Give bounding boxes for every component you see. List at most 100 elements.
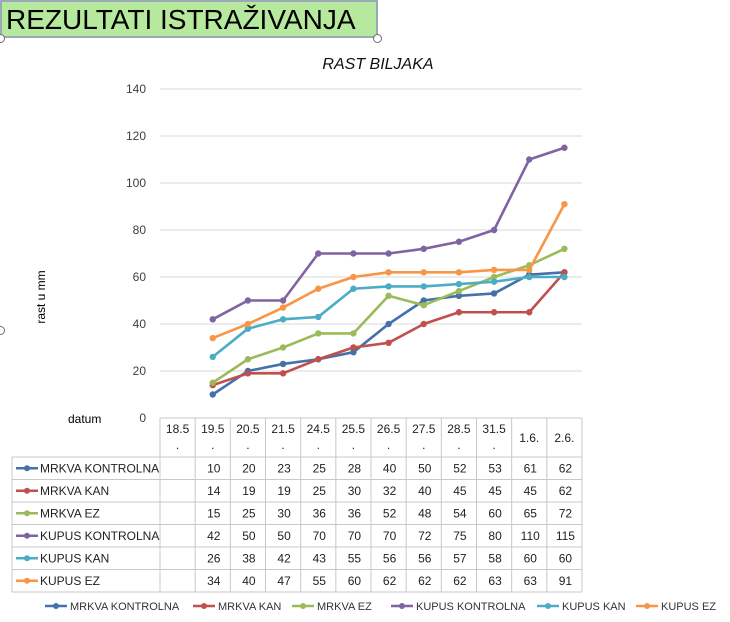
title-banner[interactable]: REZULTATI ISTRAŽIVANJA — [0, 0, 378, 38]
data-label: 42 — [207, 529, 221, 543]
data-point — [350, 349, 357, 356]
data-label: 28 — [348, 461, 362, 475]
data-point — [244, 320, 252, 328]
data-label: 40 — [418, 484, 432, 498]
data-point — [385, 320, 392, 328]
data-label: 110 — [521, 529, 540, 543]
data-point — [315, 285, 322, 292]
legend-key-marker — [545, 603, 551, 609]
data-point — [455, 238, 463, 245]
data-label: 25 — [313, 461, 327, 475]
data-point — [420, 320, 427, 328]
data-point — [315, 313, 322, 321]
data-label: 52 — [383, 506, 397, 520]
data-point — [279, 316, 287, 323]
data-point — [455, 269, 463, 276]
y-tick-label: 20 — [133, 364, 147, 378]
x-tick-label: 19.5 — [201, 422, 225, 436]
data-point — [209, 391, 216, 398]
data-point — [455, 309, 463, 316]
table-row-key-marker — [24, 487, 30, 494]
data-point — [244, 325, 252, 332]
data-label: 53 — [488, 461, 502, 475]
data-point — [350, 273, 357, 281]
data-label: 65 — [524, 506, 538, 520]
data-label: 26 — [207, 551, 221, 565]
data-label: 32 — [383, 484, 397, 498]
data-label: 19 — [277, 484, 291, 498]
data-point — [490, 266, 498, 274]
data-point — [315, 330, 322, 337]
data-label: 14 — [207, 484, 221, 498]
x-tick-label: . — [352, 438, 355, 452]
data-label: 56 — [383, 551, 397, 565]
x-tick-label: 24.5 — [307, 422, 331, 436]
data-point — [385, 283, 392, 290]
resize-handle-side[interactable] — [0, 326, 5, 335]
data-label: 58 — [488, 551, 502, 565]
x-tick-label: . — [422, 438, 425, 452]
table-row-label: KUPUS KONTROLNA — [40, 529, 159, 543]
data-point — [209, 316, 216, 323]
data-point — [350, 250, 357, 257]
data-point — [455, 280, 463, 288]
data-label: 43 — [313, 551, 327, 565]
data-point — [279, 360, 287, 368]
data-label: 75 — [453, 529, 467, 543]
x-tick-label: . — [281, 438, 284, 452]
series-line — [212, 271, 565, 396]
data-point — [279, 304, 287, 311]
data-label: 63 — [488, 574, 502, 588]
data-point — [385, 339, 392, 346]
table-row-key-marker — [24, 555, 30, 562]
x-tick-label: 21.5 — [271, 422, 295, 436]
data-label: 56 — [418, 551, 432, 565]
data-point — [561, 273, 568, 281]
data-label: 50 — [418, 461, 432, 475]
x-axis-label: datum — [68, 412, 101, 426]
legend-label: KUPUS KONTROLNA — [416, 601, 526, 613]
data-label: 62 — [418, 574, 432, 588]
data-point — [350, 285, 357, 292]
data-label: 60 — [559, 551, 573, 565]
y-tick-label: 120 — [126, 129, 146, 143]
data-label: 15 — [207, 506, 221, 520]
legend-label: MRKVA KAN — [218, 601, 281, 613]
data-label: 40 — [242, 574, 256, 588]
data-label: 55 — [313, 574, 327, 588]
resize-handle-left[interactable] — [0, 34, 5, 43]
data-label: 40 — [383, 461, 397, 475]
table-row-label: KUPUS EZ — [40, 574, 100, 588]
data-point — [420, 269, 427, 276]
data-label: 52 — [453, 461, 467, 475]
data-label: 42 — [277, 551, 291, 565]
data-label: 10 — [207, 461, 221, 475]
data-label: 62 — [383, 574, 397, 588]
x-tick-label: 28.5 — [447, 422, 471, 436]
data-point — [490, 290, 498, 297]
table-row-label: MRKVA KONTROLNA — [40, 461, 159, 475]
data-label: 47 — [277, 574, 291, 588]
x-tick-label: 27.5 — [412, 422, 436, 436]
x-tick-label: 31.5 — [482, 422, 506, 436]
data-point — [526, 266, 533, 274]
legend-key-marker — [201, 603, 207, 609]
data-label: 45 — [488, 484, 502, 498]
data-label: 60 — [488, 506, 502, 520]
data-point — [561, 200, 568, 208]
data-label: 19 — [242, 484, 256, 498]
y-tick-label: 140 — [126, 82, 146, 96]
legend-label: MRKVA KONTROLNA — [70, 601, 180, 613]
x-tick-label: . — [176, 438, 179, 452]
data-label: 48 — [418, 506, 432, 520]
data-point — [350, 344, 357, 351]
data-point — [385, 250, 392, 257]
data-label: 70 — [383, 529, 397, 543]
data-point — [279, 344, 287, 351]
data-point — [526, 273, 533, 281]
table-row-label: KUPUS KAN — [40, 551, 109, 565]
legend-key-marker — [300, 603, 306, 609]
data-label: 72 — [418, 529, 432, 543]
resize-handle-right[interactable] — [373, 34, 382, 43]
